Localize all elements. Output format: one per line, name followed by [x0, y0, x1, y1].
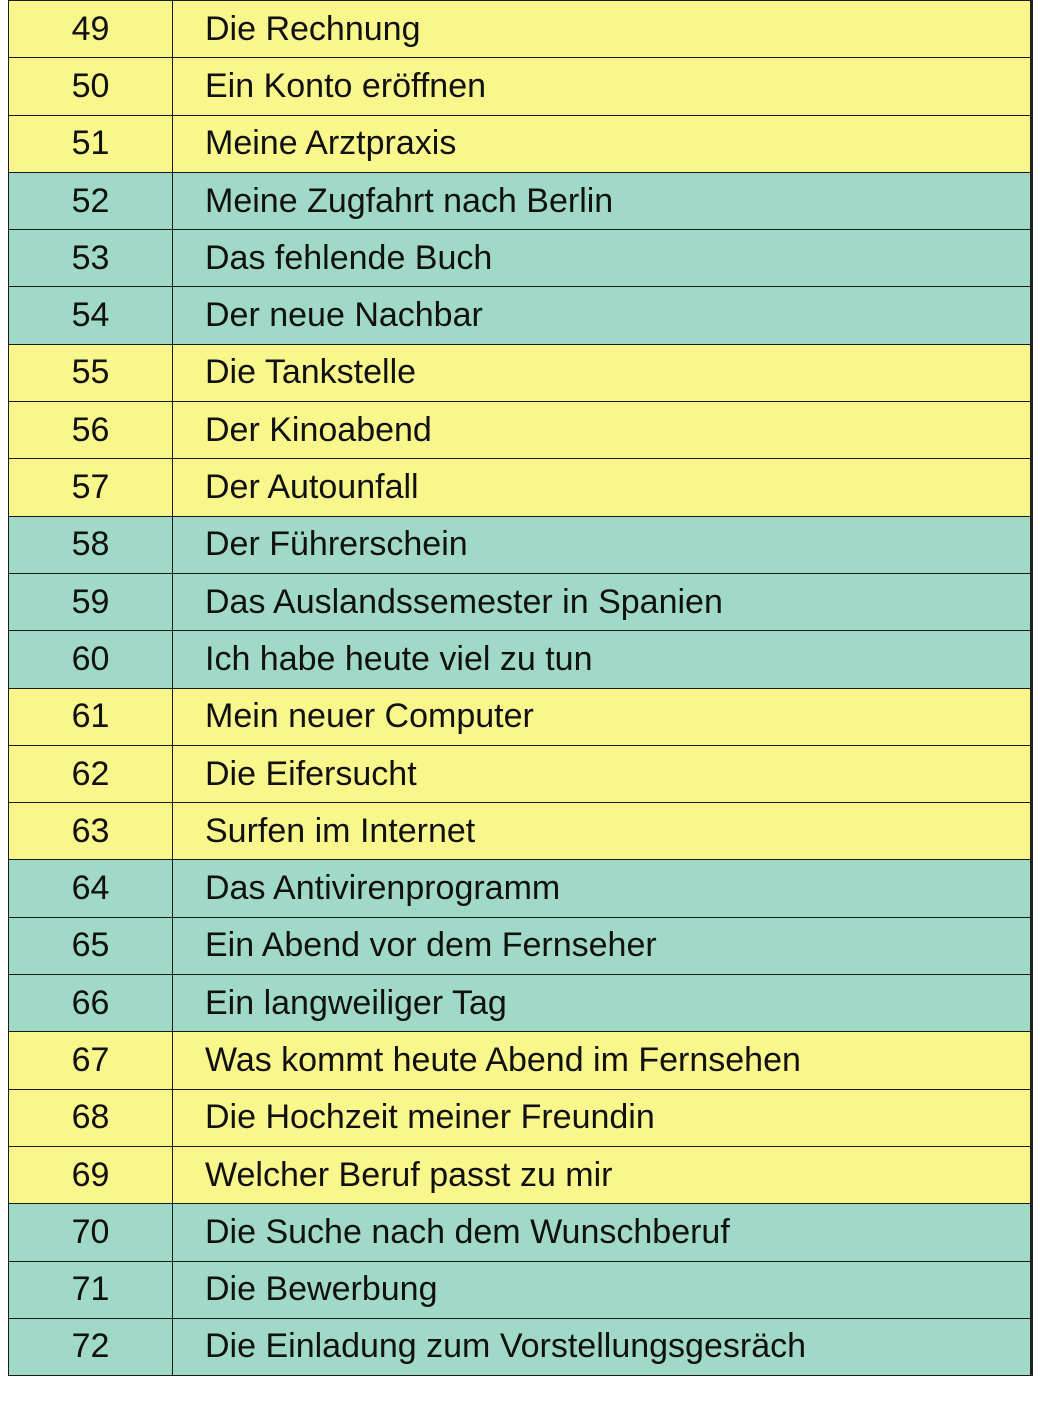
topic-number: 71 [8, 1260, 173, 1319]
table-row: 69 Welcher Beruf passt zu mir [8, 1145, 1032, 1205]
topic-title: Die Einladung zum Vorstellungsgesräch [172, 1317, 1032, 1377]
topic-number: 52 [8, 171, 173, 231]
topic-number: 72 [8, 1317, 173, 1377]
topic-title: Ich habe heute viel zu tun [172, 630, 1032, 689]
table-row: 50 Ein Konto eröffnen [8, 57, 1032, 116]
table-row: 59 Das Auslandssemester in Spanien [8, 572, 1032, 632]
table-row: 68 Die Hochzeit meiner Freundin [8, 1088, 1032, 1147]
topic-number: 54 [8, 286, 173, 345]
topic-number: 66 [8, 974, 173, 1033]
topic-title: Die Eifersucht [172, 744, 1032, 804]
table-row: 57 Der Autounfall [8, 458, 1032, 517]
topic-title: Der Kinoabend [172, 401, 1032, 460]
topic-number: 58 [8, 515, 173, 574]
topic-title: Der neue Nachbar [172, 286, 1032, 345]
table-row: 71 Die Bewerbung [8, 1260, 1032, 1319]
topic-number: 68 [8, 1088, 173, 1147]
topic-title: Mein neuer Computer [172, 687, 1032, 746]
topic-title: Welcher Beruf passt zu mir [172, 1145, 1032, 1205]
topic-title: Die Tankstelle [172, 343, 1032, 403]
topic-title: Das Antivirenprogramm [172, 859, 1032, 918]
table-row: 65 Ein Abend vor dem Fernseher [8, 916, 1032, 976]
topic-title: Was kommt heute Abend im Fernsehen [172, 1031, 1032, 1090]
topic-number: 62 [8, 744, 173, 804]
topic-title: Das fehlende Buch [172, 229, 1032, 288]
topic-title: Meine Zugfahrt nach Berlin [172, 171, 1032, 231]
table-row: 52 Meine Zugfahrt nach Berlin [8, 171, 1032, 231]
topic-table: 49 Die Rechnung 50 Ein Konto eröffnen 51 Mein… [8, 0, 1033, 1377]
table-row: 54 Der neue Nachbar [8, 286, 1032, 345]
topic-title: Surfen im Internet [172, 802, 1032, 861]
topic-number: 64 [8, 859, 173, 918]
topic-number: 65 [8, 916, 173, 976]
topic-title: Ein Abend vor dem Fernseher [172, 916, 1032, 976]
topic-number: 57 [8, 458, 173, 517]
topic-number: 53 [8, 229, 173, 288]
topic-number: 55 [8, 343, 173, 403]
table-row: 60 Ich habe heute viel zu tun [8, 630, 1032, 689]
table-row: 70 Die Suche nach dem Wunschberuf [8, 1203, 1032, 1262]
table-row: 55 Die Tankstelle [8, 343, 1032, 403]
table-row: 66 Ein langweiliger Tag [8, 974, 1032, 1033]
table-row: 53 Das fehlende Buch [8, 229, 1032, 288]
topic-number: 51 [8, 114, 173, 173]
table-row: 67 Was kommt heute Abend im Fernsehen [8, 1031, 1032, 1090]
topic-title: Ein Konto eröffnen [172, 57, 1032, 116]
topic-number: 69 [8, 1145, 173, 1205]
topic-title: Der Autounfall [172, 458, 1032, 517]
topic-title: Ein langweiliger Tag [172, 974, 1032, 1033]
table-row: 62 Die Eifersucht [8, 744, 1032, 804]
table-wrap: 49 Die Rechnung 50 Ein Konto eröffnen 51 Mein… [8, 0, 1033, 1377]
topic-title: Meine Arztpraxis [172, 114, 1032, 173]
table-body: 49 Die Rechnung 50 Ein Konto eröffnen 51 Mein… [8, 0, 1032, 1377]
table-row: 56 Der Kinoabend [8, 401, 1032, 460]
topic-title: Die Hochzeit meiner Freundin [172, 1088, 1032, 1147]
topic-title: Die Bewerbung [172, 1260, 1032, 1319]
topic-title: Der Führerschein [172, 515, 1032, 574]
table-row: 72 Die Einladung zum Vorstellungsgesräch [8, 1317, 1032, 1377]
topic-title: Das Auslandssemester in Spanien [172, 572, 1032, 632]
table-row: 64 Das Antivirenprogramm [8, 859, 1032, 918]
topic-number: 63 [8, 802, 173, 861]
table-row: 63 Surfen im Internet [8, 802, 1032, 861]
topic-number: 61 [8, 687, 173, 746]
table-row: 61 Mein neuer Computer [8, 687, 1032, 746]
table-row: 49 Die Rechnung [8, 0, 1032, 59]
topic-number: 59 [8, 572, 173, 632]
table-row: 51 Meine Arztpraxis [8, 114, 1032, 173]
table-row: 58 Der Führerschein [8, 515, 1032, 574]
topic-number: 49 [8, 0, 173, 59]
topic-number: 50 [8, 57, 173, 116]
topic-number: 70 [8, 1203, 173, 1262]
topic-number: 67 [8, 1031, 173, 1090]
topic-title: Die Rechnung [172, 0, 1032, 59]
topic-title: Die Suche nach dem Wunschberuf [172, 1203, 1032, 1262]
topic-number: 56 [8, 401, 173, 460]
topic-number: 60 [8, 630, 173, 689]
